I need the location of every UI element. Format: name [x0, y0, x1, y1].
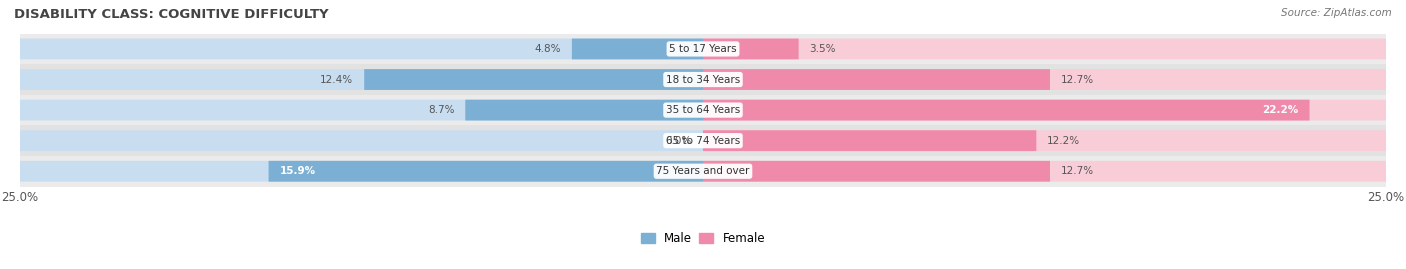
FancyBboxPatch shape [703, 38, 1386, 59]
Legend: Male, Female: Male, Female [641, 232, 765, 245]
Text: 12.4%: 12.4% [321, 75, 353, 84]
FancyBboxPatch shape [20, 130, 703, 151]
FancyBboxPatch shape [20, 69, 703, 90]
FancyBboxPatch shape [572, 38, 703, 59]
Text: 12.7%: 12.7% [1062, 166, 1094, 176]
Text: 75 Years and over: 75 Years and over [657, 166, 749, 176]
Text: DISABILITY CLASS: COGNITIVE DIFFICULTY: DISABILITY CLASS: COGNITIVE DIFFICULTY [14, 8, 329, 21]
FancyBboxPatch shape [20, 156, 1386, 186]
FancyBboxPatch shape [20, 100, 703, 121]
FancyBboxPatch shape [20, 125, 1386, 156]
Text: 12.2%: 12.2% [1047, 136, 1080, 146]
FancyBboxPatch shape [703, 161, 1386, 182]
FancyBboxPatch shape [20, 161, 703, 182]
FancyBboxPatch shape [20, 38, 703, 59]
FancyBboxPatch shape [20, 95, 1386, 125]
Text: 65 to 74 Years: 65 to 74 Years [666, 136, 740, 146]
Text: Source: ZipAtlas.com: Source: ZipAtlas.com [1281, 8, 1392, 18]
FancyBboxPatch shape [703, 130, 1036, 151]
Text: 3.5%: 3.5% [810, 44, 837, 54]
Text: 15.9%: 15.9% [280, 166, 315, 176]
Text: 0.0%: 0.0% [666, 136, 692, 146]
Text: 8.7%: 8.7% [427, 105, 454, 115]
FancyBboxPatch shape [703, 161, 1050, 182]
FancyBboxPatch shape [703, 69, 1386, 90]
Text: 4.8%: 4.8% [534, 44, 561, 54]
FancyBboxPatch shape [269, 161, 703, 182]
FancyBboxPatch shape [703, 130, 1386, 151]
FancyBboxPatch shape [703, 100, 1309, 121]
FancyBboxPatch shape [703, 69, 1050, 90]
Text: 22.2%: 22.2% [1263, 105, 1299, 115]
FancyBboxPatch shape [465, 100, 703, 121]
FancyBboxPatch shape [20, 34, 1386, 64]
Text: 18 to 34 Years: 18 to 34 Years [666, 75, 740, 84]
FancyBboxPatch shape [703, 38, 799, 59]
FancyBboxPatch shape [20, 64, 1386, 95]
Text: 12.7%: 12.7% [1062, 75, 1094, 84]
Text: 5 to 17 Years: 5 to 17 Years [669, 44, 737, 54]
FancyBboxPatch shape [703, 100, 1386, 121]
Text: 35 to 64 Years: 35 to 64 Years [666, 105, 740, 115]
FancyBboxPatch shape [364, 69, 703, 90]
